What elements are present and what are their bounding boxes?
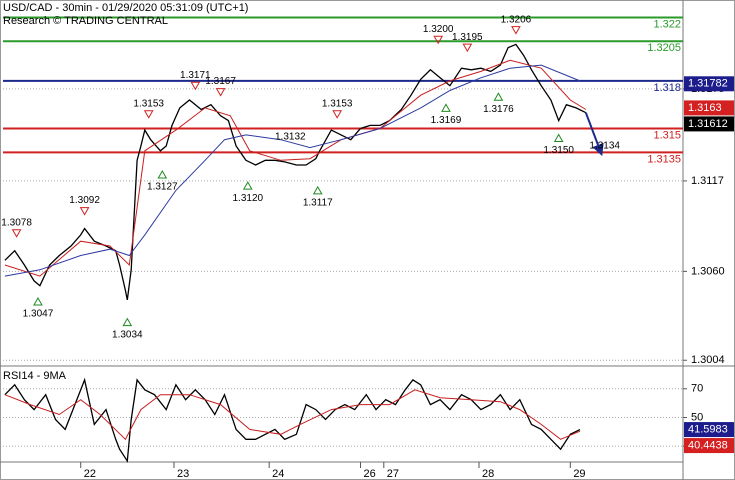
pivot-label: 1.3176 bbox=[483, 104, 514, 115]
level-label: 1.318 bbox=[653, 82, 681, 94]
pivot-high-marker bbox=[462, 43, 473, 53]
x-tick-label: 23 bbox=[177, 468, 189, 480]
chart-title: RSI14 - 9MA bbox=[3, 370, 67, 382]
pivot-label: 1.3127 bbox=[147, 182, 178, 193]
series-line bbox=[4, 389, 581, 441]
pivot-label: 1.3171 bbox=[180, 70, 211, 81]
pivot-low-marker bbox=[441, 103, 451, 112]
level-label: 1.3205 bbox=[647, 42, 681, 54]
projection-arrow bbox=[584, 112, 604, 157]
price-label-box bbox=[684, 100, 734, 116]
series-line bbox=[4, 43, 587, 301]
level-label: 1.315 bbox=[653, 129, 681, 141]
price-label-box bbox=[684, 422, 734, 438]
pivot-label: 1.3167 bbox=[205, 76, 236, 87]
pivot-high-marker bbox=[11, 229, 22, 238]
pivot-label: 1.3195 bbox=[452, 32, 483, 43]
pivot-low-marker bbox=[122, 317, 133, 327]
chart-title: USD/CAD - 30min - 01/29/2020 05:31:09 (U… bbox=[3, 2, 248, 14]
price-label: 1.31782 bbox=[688, 78, 728, 90]
pivot-label: 1.3150 bbox=[543, 145, 574, 156]
x-tick-label: 27 bbox=[387, 468, 399, 480]
pivot-label: 1.3169 bbox=[431, 115, 462, 126]
pivot-label: 1.3132 bbox=[275, 132, 306, 143]
series-line bbox=[4, 377, 581, 463]
x-tick-label: 29 bbox=[573, 468, 585, 480]
series-line bbox=[4, 59, 587, 277]
pivot-label: 1.3034 bbox=[112, 329, 143, 340]
pivot-low-marker bbox=[553, 133, 564, 143]
y-tick-label: 1.3004 bbox=[691, 354, 725, 366]
pivot-low-marker bbox=[33, 296, 43, 306]
pivot-high-marker bbox=[433, 35, 444, 45]
x-tick-label: 28 bbox=[482, 468, 494, 480]
pivot-low-marker bbox=[242, 181, 253, 190]
price-label-box bbox=[684, 76, 734, 92]
pivot-high-marker bbox=[511, 26, 521, 35]
pivot-label: 1.3153 bbox=[322, 98, 353, 109]
pivot-label: 1.3092 bbox=[69, 195, 100, 206]
pivot-label: 1.3078 bbox=[1, 217, 32, 228]
pivot-high-marker bbox=[143, 110, 154, 119]
price-label: 1.31612 bbox=[688, 118, 728, 130]
pivot-label: 1.3206 bbox=[501, 14, 532, 25]
price-label: 40.4438 bbox=[688, 439, 728, 451]
price-label: 41.5983 bbox=[688, 423, 728, 435]
pivot-high-marker bbox=[190, 81, 201, 91]
pivot-label: 1.3153 bbox=[133, 98, 164, 109]
pivot-high-marker bbox=[332, 110, 343, 119]
x-tick-label: 24 bbox=[272, 468, 284, 480]
level-label: 1.3135 bbox=[647, 153, 681, 165]
price-label-box bbox=[684, 116, 734, 132]
y-tick-label: 1.3117 bbox=[691, 175, 724, 187]
y-tick-label: 50 bbox=[691, 411, 703, 423]
level-label: 1.322 bbox=[653, 18, 681, 30]
y-tick-label: 1.3060 bbox=[691, 265, 725, 277]
pivot-label: 1.3117 bbox=[303, 198, 333, 209]
pivot-high-marker bbox=[79, 207, 90, 216]
pivot-label: 1.3120 bbox=[233, 193, 264, 204]
x-tick-label: 22 bbox=[84, 468, 96, 480]
pivot-label: 1.3200 bbox=[423, 24, 454, 35]
series-line bbox=[4, 64, 581, 277]
pivot-low-marker bbox=[157, 170, 168, 179]
pivot-low-marker bbox=[493, 92, 504, 101]
pivot-high-marker bbox=[215, 88, 226, 97]
pivot-label: 1.3047 bbox=[23, 309, 54, 320]
price-label-box bbox=[684, 438, 734, 454]
chart-subtitle: Research © TRADING CENTRAL bbox=[3, 15, 168, 27]
projection-label: 1.3134 bbox=[589, 141, 620, 152]
pivot-low-marker bbox=[312, 185, 323, 195]
x-tick-label: 26 bbox=[363, 468, 375, 480]
price-label: 1.3163 bbox=[688, 102, 722, 114]
y-tick-label: 70 bbox=[691, 383, 703, 395]
